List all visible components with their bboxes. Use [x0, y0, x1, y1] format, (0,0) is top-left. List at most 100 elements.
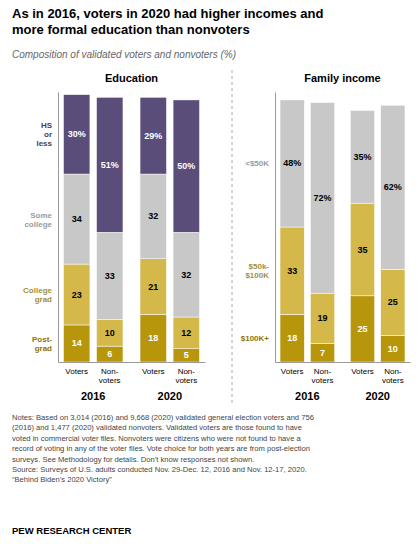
bar-segment	[63, 95, 89, 174]
data-label: 48%	[283, 158, 301, 168]
text-line: Voters	[142, 367, 165, 376]
data-label: 33	[105, 271, 115, 281]
bar-segment	[173, 349, 199, 362]
data-label: 29%	[144, 131, 162, 141]
text-line: grad	[35, 295, 52, 304]
text-line: voters	[175, 376, 197, 385]
panel-title: Family income	[304, 72, 380, 84]
bar-segment	[350, 203, 374, 296]
data-label: 32	[181, 270, 191, 280]
panel-title: Education	[105, 72, 158, 84]
legend-label: Somecollege	[24, 210, 52, 228]
legend-label: HSorless	[36, 121, 52, 148]
data-label: 10	[388, 344, 398, 354]
chart: As in 2016, voters in 2020 had higher in…	[0, 0, 419, 546]
text-line: $100K	[245, 271, 269, 280]
data-label: 30%	[68, 129, 86, 139]
bar-segment	[350, 111, 374, 204]
text-line: <$50K	[245, 159, 269, 168]
data-label: 19	[318, 313, 328, 323]
bar-segment	[140, 314, 166, 362]
bar-segment	[310, 103, 334, 294]
text-line: Voters	[281, 367, 304, 376]
text-line: Non-	[101, 367, 119, 376]
x-group-label: 2016	[81, 390, 105, 402]
text-line: “Behind Biden’s 2020 Victory”	[12, 475, 112, 484]
credit: PEW RESEARCH CENTER	[12, 525, 131, 536]
text-line: Source: Surveys of U.S. adults conducted…	[12, 465, 307, 474]
text-line: or	[44, 130, 52, 139]
bar-segment	[381, 105, 405, 269]
text-line: voters	[382, 376, 404, 385]
data-label: 25	[357, 324, 367, 334]
bar-segment	[280, 227, 304, 314]
bar-segment	[310, 343, 334, 362]
notes: Notes: Based on 3,014 (2016) and 9,668 (…	[12, 413, 314, 484]
text-line: voters	[99, 376, 121, 385]
data-label: 18	[287, 333, 297, 343]
x-group-label: 2020	[158, 390, 182, 402]
data-labels: 18725103319352548%72%35%62%	[283, 152, 402, 358]
legend-label: <$50K	[245, 159, 269, 168]
x-group-label: 2020	[365, 390, 389, 402]
text-line: voted in commercial voter files. Nonvote…	[12, 434, 301, 443]
data-label: 18	[148, 333, 158, 343]
text-line: record of voting in any of the voter fil…	[12, 444, 310, 453]
x-category-label: Voters	[351, 367, 374, 376]
bar-segment	[63, 264, 89, 325]
text-line: Post-	[32, 334, 52, 343]
text-line: Voters	[351, 367, 374, 376]
text-line: Voters	[65, 367, 88, 376]
text-line: $50k-	[249, 262, 270, 271]
legend-label: Post-grad	[32, 334, 52, 352]
title: As in 2016, voters in 2020 had higher in…	[12, 6, 323, 37]
x-category-label: Voters	[65, 367, 88, 376]
bar-segment	[97, 346, 123, 362]
bar-segment	[63, 325, 89, 362]
bar-segment	[140, 174, 166, 259]
data-label: 6	[107, 349, 112, 359]
x-axis-line	[276, 362, 411, 363]
data-label: 10	[105, 328, 115, 338]
bar-segment	[140, 259, 166, 315]
data-label: 7	[320, 348, 325, 358]
y-axis	[58, 93, 59, 363]
data-label: 14	[72, 338, 82, 348]
data-label: 33	[287, 266, 297, 276]
y-axis	[275, 93, 276, 363]
bars	[63, 95, 199, 362]
data-label: 51%	[101, 160, 119, 170]
text-line: Non-	[178, 367, 196, 376]
data-label: 50%	[177, 161, 195, 171]
data-label: 32	[148, 211, 158, 221]
bar-segment	[280, 314, 304, 362]
text-line: less	[36, 139, 52, 148]
x-category-label: Non-voters	[175, 367, 197, 385]
data-label: 35	[357, 245, 367, 255]
bar-segment	[280, 100, 304, 227]
bars	[280, 100, 405, 362]
bar-segment	[350, 296, 374, 362]
text-line: voters	[312, 376, 334, 385]
x-category-label: Voters	[281, 367, 304, 376]
data-label: 62%	[384, 182, 402, 192]
bar-segment	[97, 232, 123, 319]
text-line: Non-	[384, 367, 402, 376]
legend: Post-grad Collegegrad Somecollege HSorless	[23, 121, 53, 353]
bar-segment	[173, 317, 199, 349]
legend-label: $100K+	[241, 334, 270, 343]
x-category-label: Non-voters	[99, 367, 121, 385]
text-line: surveys. See Methodology for details. Do…	[12, 455, 254, 464]
data-label: 35%	[353, 152, 371, 162]
text-line: College	[23, 286, 52, 295]
panel: 18725103319352548%72%35%62%20162020Voter…	[241, 93, 411, 402]
text-line: (2016) and 1,477 (2020) validated nonvot…	[12, 423, 302, 432]
bar-segment	[97, 320, 123, 346]
data-label: 72%	[314, 193, 332, 203]
x-category-label: Non-voters	[312, 367, 334, 385]
text-line: As in 2016, voters in 2020 had higher in…	[12, 6, 323, 21]
x-group-label: 2016	[295, 390, 319, 402]
x-axis: 2016 2020	[276, 362, 411, 402]
data-label: 23	[72, 290, 82, 300]
bar-segment	[173, 100, 199, 232]
